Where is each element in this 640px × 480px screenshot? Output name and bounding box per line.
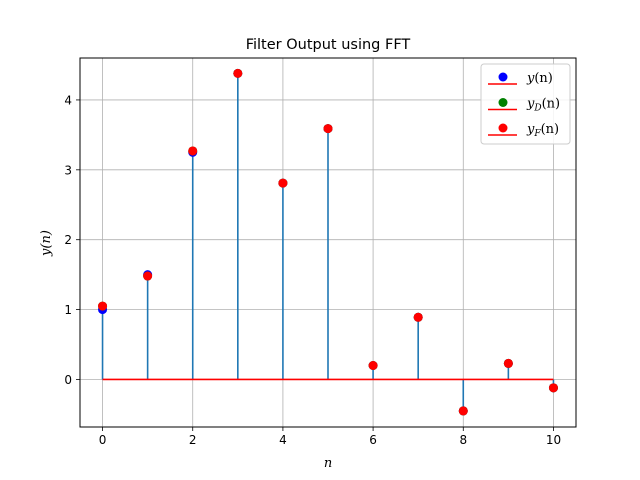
axes-frame — [79, 57, 577, 428]
y-tick-label: 3 — [64, 163, 72, 177]
legend-label-y: y(n) — [526, 71, 553, 86]
marker-y-f — [323, 124, 333, 134]
chart-title: Filter Output using FFT — [246, 37, 411, 53]
marker-y-f — [188, 146, 198, 156]
x-tick-label: 2 — [189, 433, 197, 447]
marker-y-f — [98, 301, 108, 311]
legend-marker-y — [498, 72, 508, 82]
marker-y-f — [278, 178, 288, 188]
legend-marker-y-f — [498, 123, 508, 133]
x-tick-label: 0 — [99, 433, 107, 447]
x-tick-label: 8 — [459, 433, 467, 447]
x-axis-label: n — [324, 456, 332, 471]
marker-y-f — [458, 406, 468, 416]
x-tick-label: 4 — [279, 433, 287, 447]
y-tick-label: 4 — [64, 93, 72, 107]
legend-marker-y-d — [498, 98, 508, 107]
markers — [98, 68, 558, 416]
marker-y-f — [368, 361, 378, 370]
x-tick-label: 6 — [369, 433, 377, 447]
marker-y-f — [413, 312, 423, 322]
marker-y-f — [233, 68, 243, 78]
marker-y-f — [143, 271, 153, 281]
y-tick-label: 1 — [64, 303, 72, 317]
x-tick-label: 10 — [546, 433, 561, 447]
legend-label-y-d: yD(n) — [526, 97, 560, 114]
y-axis-label: y(n) — [39, 230, 54, 257]
y-tick-label: 0 — [64, 373, 72, 387]
y-tick-label: 2 — [64, 233, 72, 247]
y-ticks: 0 1 2 3 4 — [64, 93, 80, 387]
legend: y(n) yD(n) yF(n) — [480, 63, 571, 145]
legend-label-y-f: yF(n) — [526, 122, 559, 139]
marker-y-f — [503, 358, 513, 368]
marker-y-f — [548, 383, 558, 393]
x-ticks: 0 2 4 6 8 10 — [99, 427, 561, 447]
